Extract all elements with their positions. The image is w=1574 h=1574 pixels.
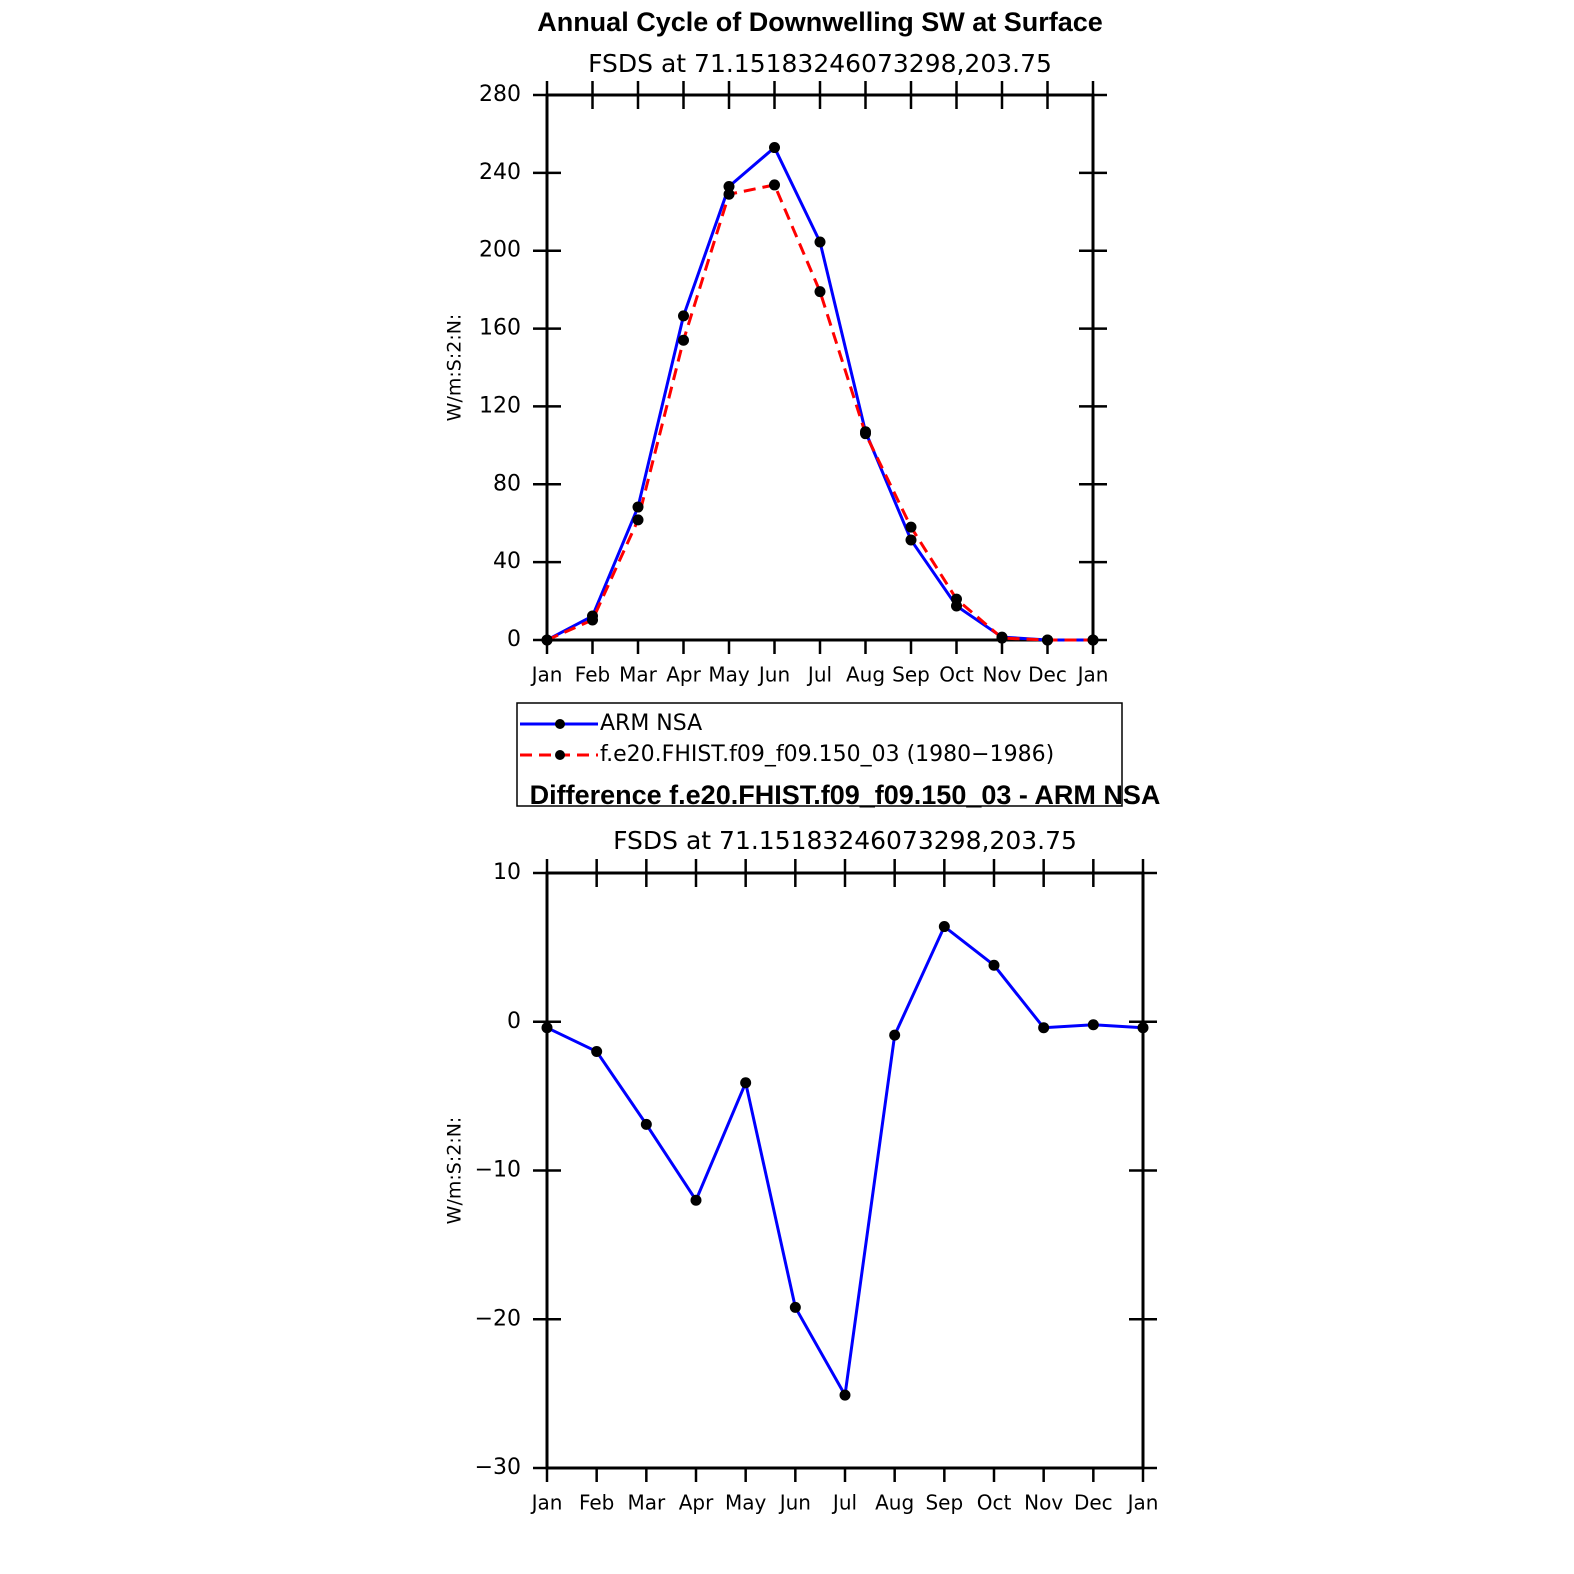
- x-tick-label: Nov: [982, 663, 1021, 687]
- data-point: [640, 1118, 652, 1130]
- x-tick-label: Oct: [939, 663, 974, 687]
- x-tick-label: Jan: [530, 1491, 563, 1515]
- data-point: [587, 614, 598, 626]
- data-point: [690, 1194, 702, 1206]
- x-tick-label: Apr: [666, 663, 701, 687]
- data-point: [814, 286, 826, 298]
- data-point: [789, 1301, 801, 1313]
- data-point: [678, 334, 689, 346]
- data-point: [1042, 634, 1053, 646]
- x-tick-label: Jul: [831, 1491, 857, 1515]
- data-point: [889, 1029, 901, 1041]
- y-tick-label: 120: [479, 393, 521, 418]
- y-tick-label: −10: [475, 1158, 521, 1183]
- x-tick-label: Mar: [627, 1491, 666, 1515]
- x-tick-label: Oct: [977, 1491, 1012, 1515]
- y-tick-label: 40: [493, 549, 521, 574]
- y-axis-label: W/m:S:2:N:: [444, 1117, 466, 1225]
- y-tick-label: 280: [479, 82, 521, 107]
- y-tick-label: −30: [475, 1455, 521, 1480]
- chart-title: Difference f.e20.FHIST.f09_f09.150_03 - …: [530, 780, 1161, 810]
- y-tick-label: 200: [479, 238, 521, 263]
- data-point: [541, 1022, 553, 1034]
- data-point: [1038, 1022, 1050, 1034]
- data-point: [905, 521, 917, 533]
- data-point: [905, 534, 917, 546]
- chart-subtitle: FSDS at 71.15183246073298,203.75: [613, 826, 1077, 855]
- x-tick-label: Jan: [1076, 663, 1109, 687]
- plot-frame: [545, 871, 1145, 1470]
- y-axis-label: W/m:S:2:N:: [444, 314, 466, 422]
- chart-title: Annual Cycle of Downwelling SW at Surfac…: [537, 7, 1103, 37]
- data-point: [860, 428, 871, 440]
- y-tick-label: 10: [493, 860, 521, 885]
- y-tick-label: −20: [475, 1306, 521, 1331]
- x-tick-label: Sep: [892, 663, 930, 687]
- data-point: [988, 959, 1000, 971]
- x-tick-label: Feb: [579, 1491, 614, 1515]
- series-line: [546, 924, 1144, 1400]
- y-tick-label: 0: [507, 627, 521, 652]
- data-point: [1137, 1022, 1149, 1034]
- x-tick-label: Jul: [806, 663, 832, 687]
- data-point: [723, 180, 735, 192]
- x-tick-label: Jan: [530, 663, 563, 687]
- y-tick-label: 240: [479, 160, 521, 185]
- x-tick-label: Aug: [875, 1491, 914, 1515]
- series-line: [546, 183, 1093, 642]
- data-point: [996, 632, 1008, 644]
- data-point: [632, 514, 644, 526]
- x-tick-label: Dec: [1074, 1491, 1113, 1515]
- x-tick-label: May: [725, 1491, 767, 1515]
- x-tick-label: Mar: [619, 663, 658, 687]
- data-point: [839, 1389, 851, 1401]
- x-tick-label: Feb: [575, 663, 610, 687]
- x-tick-label: Jun: [757, 663, 790, 687]
- data-point: [938, 921, 950, 933]
- x-tick-label: Sep: [925, 1491, 963, 1515]
- y-tick-label: 160: [479, 316, 521, 341]
- data-point: [723, 188, 735, 200]
- series-line: [546, 145, 1093, 642]
- data-point: [814, 236, 826, 248]
- data-point: [1087, 634, 1099, 646]
- legend-box: [516, 702, 1123, 807]
- data-point: [591, 1046, 603, 1057]
- x-tick-label: Aug: [846, 663, 885, 687]
- data-point: [951, 593, 962, 605]
- x-tick-label: May: [708, 663, 750, 687]
- y-tick-label: 0: [507, 1009, 521, 1034]
- data-point: [740, 1077, 752, 1089]
- y-tick-label: 80: [493, 471, 521, 496]
- data-point: [678, 310, 689, 322]
- legend-label: ARM NSA: [600, 711, 702, 736]
- legend-marker: [555, 719, 565, 729]
- x-tick-label: Apr: [679, 1491, 714, 1515]
- data-point: [1087, 1019, 1099, 1031]
- data-point: [541, 634, 553, 646]
- legend-marker: [555, 750, 565, 760]
- x-tick-label: Jan: [1126, 1491, 1159, 1515]
- x-tick-label: Jun: [778, 1491, 811, 1515]
- x-tick-label: Nov: [1024, 1491, 1063, 1515]
- plot-frame: [545, 93, 1095, 642]
- data-point: [632, 501, 644, 513]
- legend-label: f.e20.FHIST.f09_f09.150_03 (1980−1986): [600, 742, 1054, 767]
- chart-subtitle: FSDS at 71.15183246073298,203.75: [588, 49, 1052, 78]
- data-point: [769, 179, 780, 191]
- data-point: [769, 142, 780, 154]
- x-tick-label: Dec: [1028, 663, 1067, 687]
